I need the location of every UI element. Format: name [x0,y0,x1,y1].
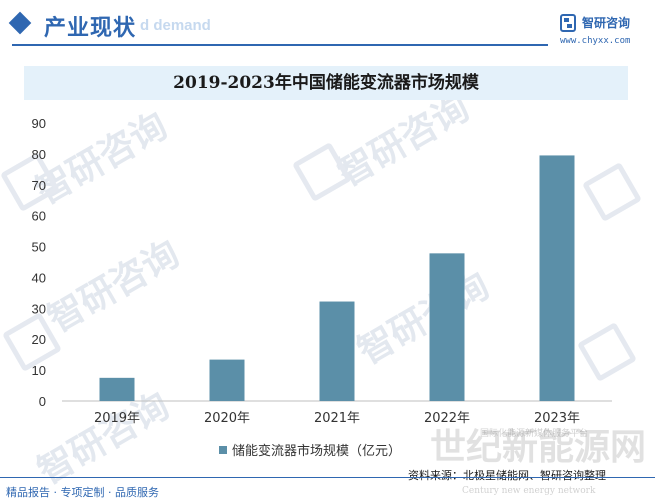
footer-rule [0,477,655,478]
bar-4 [539,155,575,401]
y-tick-label-5: 50 [32,240,46,255]
y-tick-label-2: 20 [32,332,46,347]
brand-name: 智研咨询 [582,16,631,30]
bar-3 [429,253,465,401]
bar-2 [319,301,355,401]
x-tick-label-3: 2022年 [424,411,470,426]
bar-1 [209,359,245,401]
y-tick-label-7: 70 [32,178,46,193]
bar-0 [99,377,135,401]
y-tick-label-1: 10 [32,363,46,378]
footer-tagline: 精品报告 · 专项定制 · 品质服务 [6,486,159,499]
brand-logo: 智研咨询 www.chyxx.com [554,10,650,50]
source-note: 资料来源：北极星储能网、智研咨询整理 [408,469,606,482]
y-tick-label-9: 90 [32,116,46,131]
x-tick-label-0: 2019年 [94,411,140,426]
x-tick-label-1: 2020年 [204,411,250,426]
brand-url: www.chyxx.com [560,36,631,46]
y-tick-label-4: 40 [32,270,46,285]
section-title: 产业现状 [44,16,137,41]
y-tick-label-0: 0 [39,394,46,409]
y-tick-label-6: 60 [32,209,46,224]
x-tick-label-2: 2021年 [314,411,360,426]
legend-swatch [219,446,227,454]
header: d demand 产业现状 [0,0,655,50]
x-tick-label-4: 2023年 [534,411,580,426]
chart-title: 2019-2023年中国储能变流器市场规模 [173,73,479,93]
y-tick-label-3: 30 [32,301,46,316]
brand-logo-icon [560,14,576,32]
y-tick-label-8: 80 [32,147,46,162]
legend-label: 储能变流器市场规模（亿元） [232,443,401,459]
header-rule [12,44,548,46]
header-watermark: d demand [140,17,211,34]
chart-title-band: 2019-2023年中国储能变流器市场规模 [24,66,628,100]
